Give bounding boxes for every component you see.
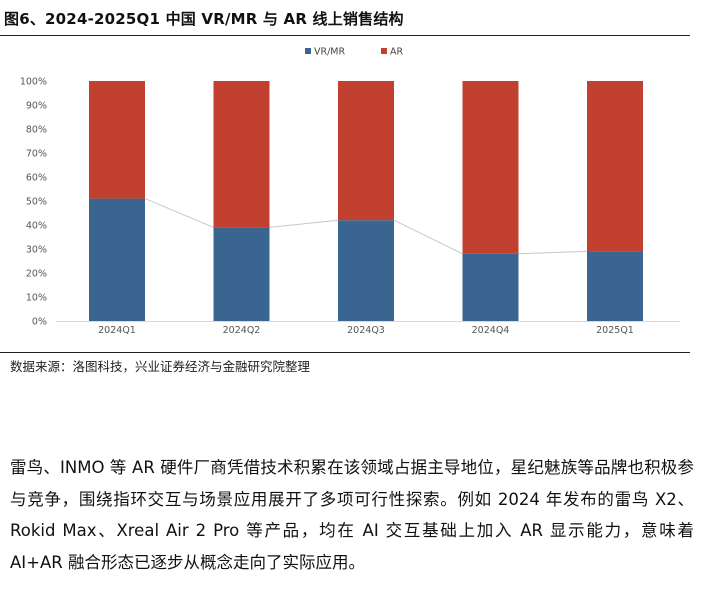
y-tick-label: 80% [26, 125, 47, 136]
connector-line [269, 219, 339, 228]
bar-ar [213, 81, 270, 228]
y-tick-label: 70% [26, 149, 47, 160]
stacked-bar-chart: VR/MR AR 0% 10% 20% 30% 40% 50% 60% 70% 80% 90% 100… [20, 47, 680, 336]
connector-line [144, 198, 214, 228]
legend-swatch [305, 48, 311, 54]
bar-ar [462, 81, 519, 254]
bar-vr-mr [89, 198, 145, 321]
legend-swatch [381, 48, 387, 54]
bar-ar [89, 81, 145, 199]
y-tick-label: 90% [26, 101, 47, 112]
x-tick-label: 2024Q1 [98, 325, 136, 336]
bar-vr-mr [338, 220, 394, 321]
x-tick-label: 2025Q1 [596, 325, 634, 336]
bars [89, 81, 643, 321]
y-tick-label: 0% [32, 317, 47, 328]
bar-ar [587, 81, 643, 252]
y-tick-label: 40% [26, 221, 47, 232]
x-axis: 2024Q1 2024Q2 2024Q3 2024Q4 2025Q1 [56, 321, 680, 336]
y-tick-label: 30% [26, 245, 47, 256]
legend-label: AR [390, 47, 403, 58]
x-tick-label: 2024Q3 [347, 325, 385, 336]
y-tick-label: 60% [26, 173, 47, 184]
title-divider [0, 35, 690, 36]
source-divider [0, 352, 690, 353]
y-tick-label: 100% [20, 77, 47, 88]
connector-line [393, 219, 463, 255]
legend-label: VR/MR [314, 47, 345, 58]
chart-legend: VR/MR AR [305, 47, 403, 58]
bar-vr-mr [587, 251, 643, 321]
connector-lines [144, 198, 588, 255]
bar-ar [338, 81, 394, 221]
figure-title: 图6、2024-2025Q1 中国 VR/MR 与 AR 线上销售结构 [4, 10, 404, 28]
y-tick-label: 20% [26, 269, 47, 280]
y-tick-label: 50% [26, 197, 47, 208]
x-tick-label: 2024Q4 [472, 325, 510, 336]
bar-vr-mr [213, 227, 270, 321]
source-note: 数据来源：洛图科技，兴业证券经济与金融研究院整理 [10, 359, 311, 374]
x-tick-label: 2024Q2 [223, 325, 261, 336]
connector-line [518, 250, 588, 255]
bar-vr-mr [462, 253, 519, 321]
y-tick-label: 10% [26, 293, 47, 304]
y-axis: 0% 10% 20% 30% 40% 50% 60% 70% 80% 90% 100% [20, 77, 47, 328]
body-paragraph: 雷鸟、INMO 等 AR 硬件厂商凭借技术积累在该领域占据主导地位，星纪魅族等品… [10, 458, 694, 572]
